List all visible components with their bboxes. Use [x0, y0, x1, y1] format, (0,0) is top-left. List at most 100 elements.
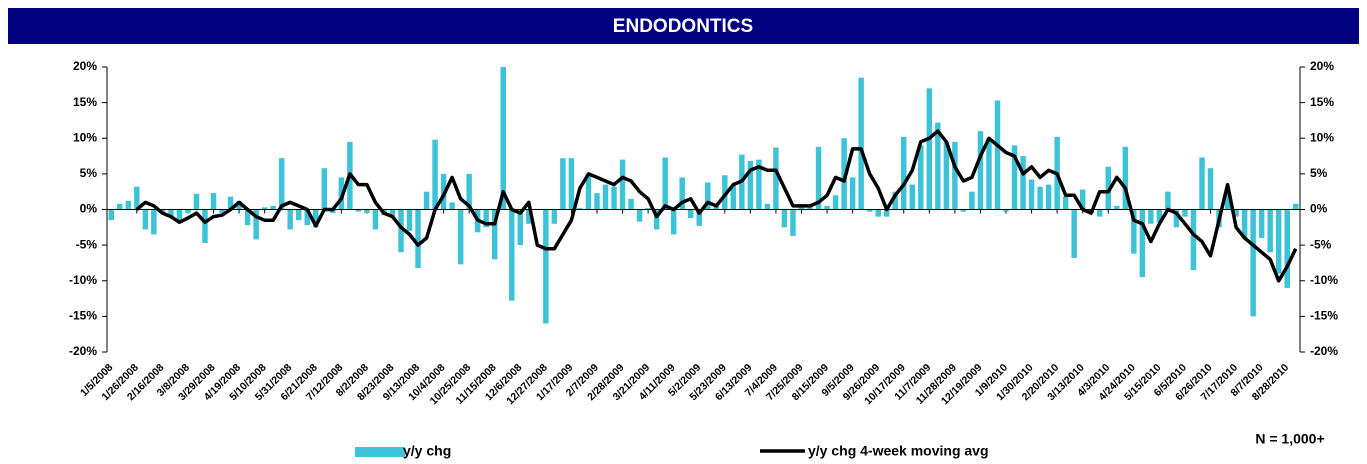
bar: [543, 209, 549, 324]
bar: [764, 203, 771, 210]
bar: [1182, 209, 1188, 217]
bar: [1207, 168, 1214, 210]
y2-tick-label: -20%: [1310, 344, 1338, 358]
bar: [918, 145, 924, 210]
bar: [781, 209, 788, 228]
bar: [270, 205, 276, 210]
bar: [227, 196, 234, 210]
bar: [1224, 188, 1231, 210]
legend-swatch: [355, 447, 405, 457]
y-tick-label: -5%: [76, 237, 98, 251]
bar: [798, 207, 805, 210]
bar: [875, 209, 881, 217]
legend-label: y/y chg: [403, 443, 451, 459]
bar: [1148, 209, 1154, 224]
bar: [176, 209, 183, 223]
bar: [313, 209, 319, 228]
bar: [585, 173, 592, 210]
bar: [653, 209, 660, 230]
bar: [151, 209, 157, 235]
bar: [432, 139, 438, 210]
bar: [568, 158, 575, 210]
bar: [457, 209, 464, 265]
bar: [287, 209, 293, 230]
bar: [892, 191, 898, 210]
bar: [926, 88, 933, 210]
bar: [1173, 209, 1180, 228]
bar: [491, 209, 498, 260]
bar: [960, 209, 967, 212]
y-tick-label: 10%: [73, 130, 97, 144]
bar: [1267, 209, 1273, 253]
y2-tick-label: -5%: [1310, 237, 1332, 251]
bar: [483, 209, 489, 228]
bar: [756, 159, 762, 210]
bar: [330, 209, 336, 214]
bar: [304, 209, 310, 226]
bar: [551, 209, 558, 224]
bar: [125, 200, 132, 210]
bar: [994, 100, 1001, 210]
bar: [594, 193, 600, 210]
bar: [261, 207, 268, 210]
y-tick-label: 20%: [73, 59, 97, 73]
bar: [883, 209, 890, 217]
bar: [730, 184, 737, 210]
bar: [244, 209, 251, 226]
bar: [406, 209, 413, 231]
bar: [824, 205, 830, 210]
bar: [909, 184, 916, 210]
bar: [168, 209, 174, 217]
bar: [500, 67, 506, 210]
bar: [1165, 191, 1171, 210]
bar: [1190, 209, 1197, 271]
bar: [935, 122, 941, 210]
bar: [1250, 209, 1256, 317]
bar: [108, 209, 114, 221]
y2-tick-label: 15%: [1310, 95, 1334, 109]
bar: [142, 209, 149, 230]
bar: [841, 138, 847, 210]
line: [135, 129, 1298, 283]
y2-tick-label: 10%: [1310, 130, 1334, 144]
bar: [296, 209, 302, 221]
bar: [790, 209, 796, 236]
y2-tick-label: -10%: [1310, 273, 1338, 287]
bar: [832, 195, 839, 210]
bar: [696, 209, 702, 226]
bar: [355, 209, 362, 212]
y-tick-label: 5%: [80, 166, 98, 180]
bar: [236, 200, 242, 210]
bar: [321, 168, 328, 210]
y-tick-label: 0%: [80, 202, 98, 216]
bar: [219, 209, 225, 214]
bar: [662, 157, 668, 210]
bar: [1131, 209, 1137, 254]
bar: [1045, 184, 1052, 210]
bar: [278, 158, 285, 210]
bar: [858, 77, 864, 210]
bar: [901, 136, 907, 210]
bar: [969, 191, 975, 210]
chart-title: ENDODONTICS: [613, 16, 753, 37]
bar: [1284, 209, 1290, 288]
y2-tick-label: 5%: [1310, 166, 1328, 180]
bar: [1122, 146, 1129, 210]
bar: [509, 209, 515, 301]
bar: [1293, 203, 1299, 210]
bar: [253, 209, 259, 240]
bar: [645, 208, 651, 210]
bar: [372, 209, 379, 230]
bar: [1011, 145, 1018, 210]
bar: [952, 141, 958, 210]
bar: [986, 138, 992, 210]
bar: [134, 186, 140, 210]
y-tick-label: -20%: [69, 344, 97, 358]
bar: [423, 191, 430, 210]
bar: [679, 177, 685, 210]
bar: [560, 158, 566, 210]
bar: [466, 173, 472, 210]
annotation: N = 1,000+: [1255, 431, 1324, 447]
bar: [577, 208, 583, 210]
